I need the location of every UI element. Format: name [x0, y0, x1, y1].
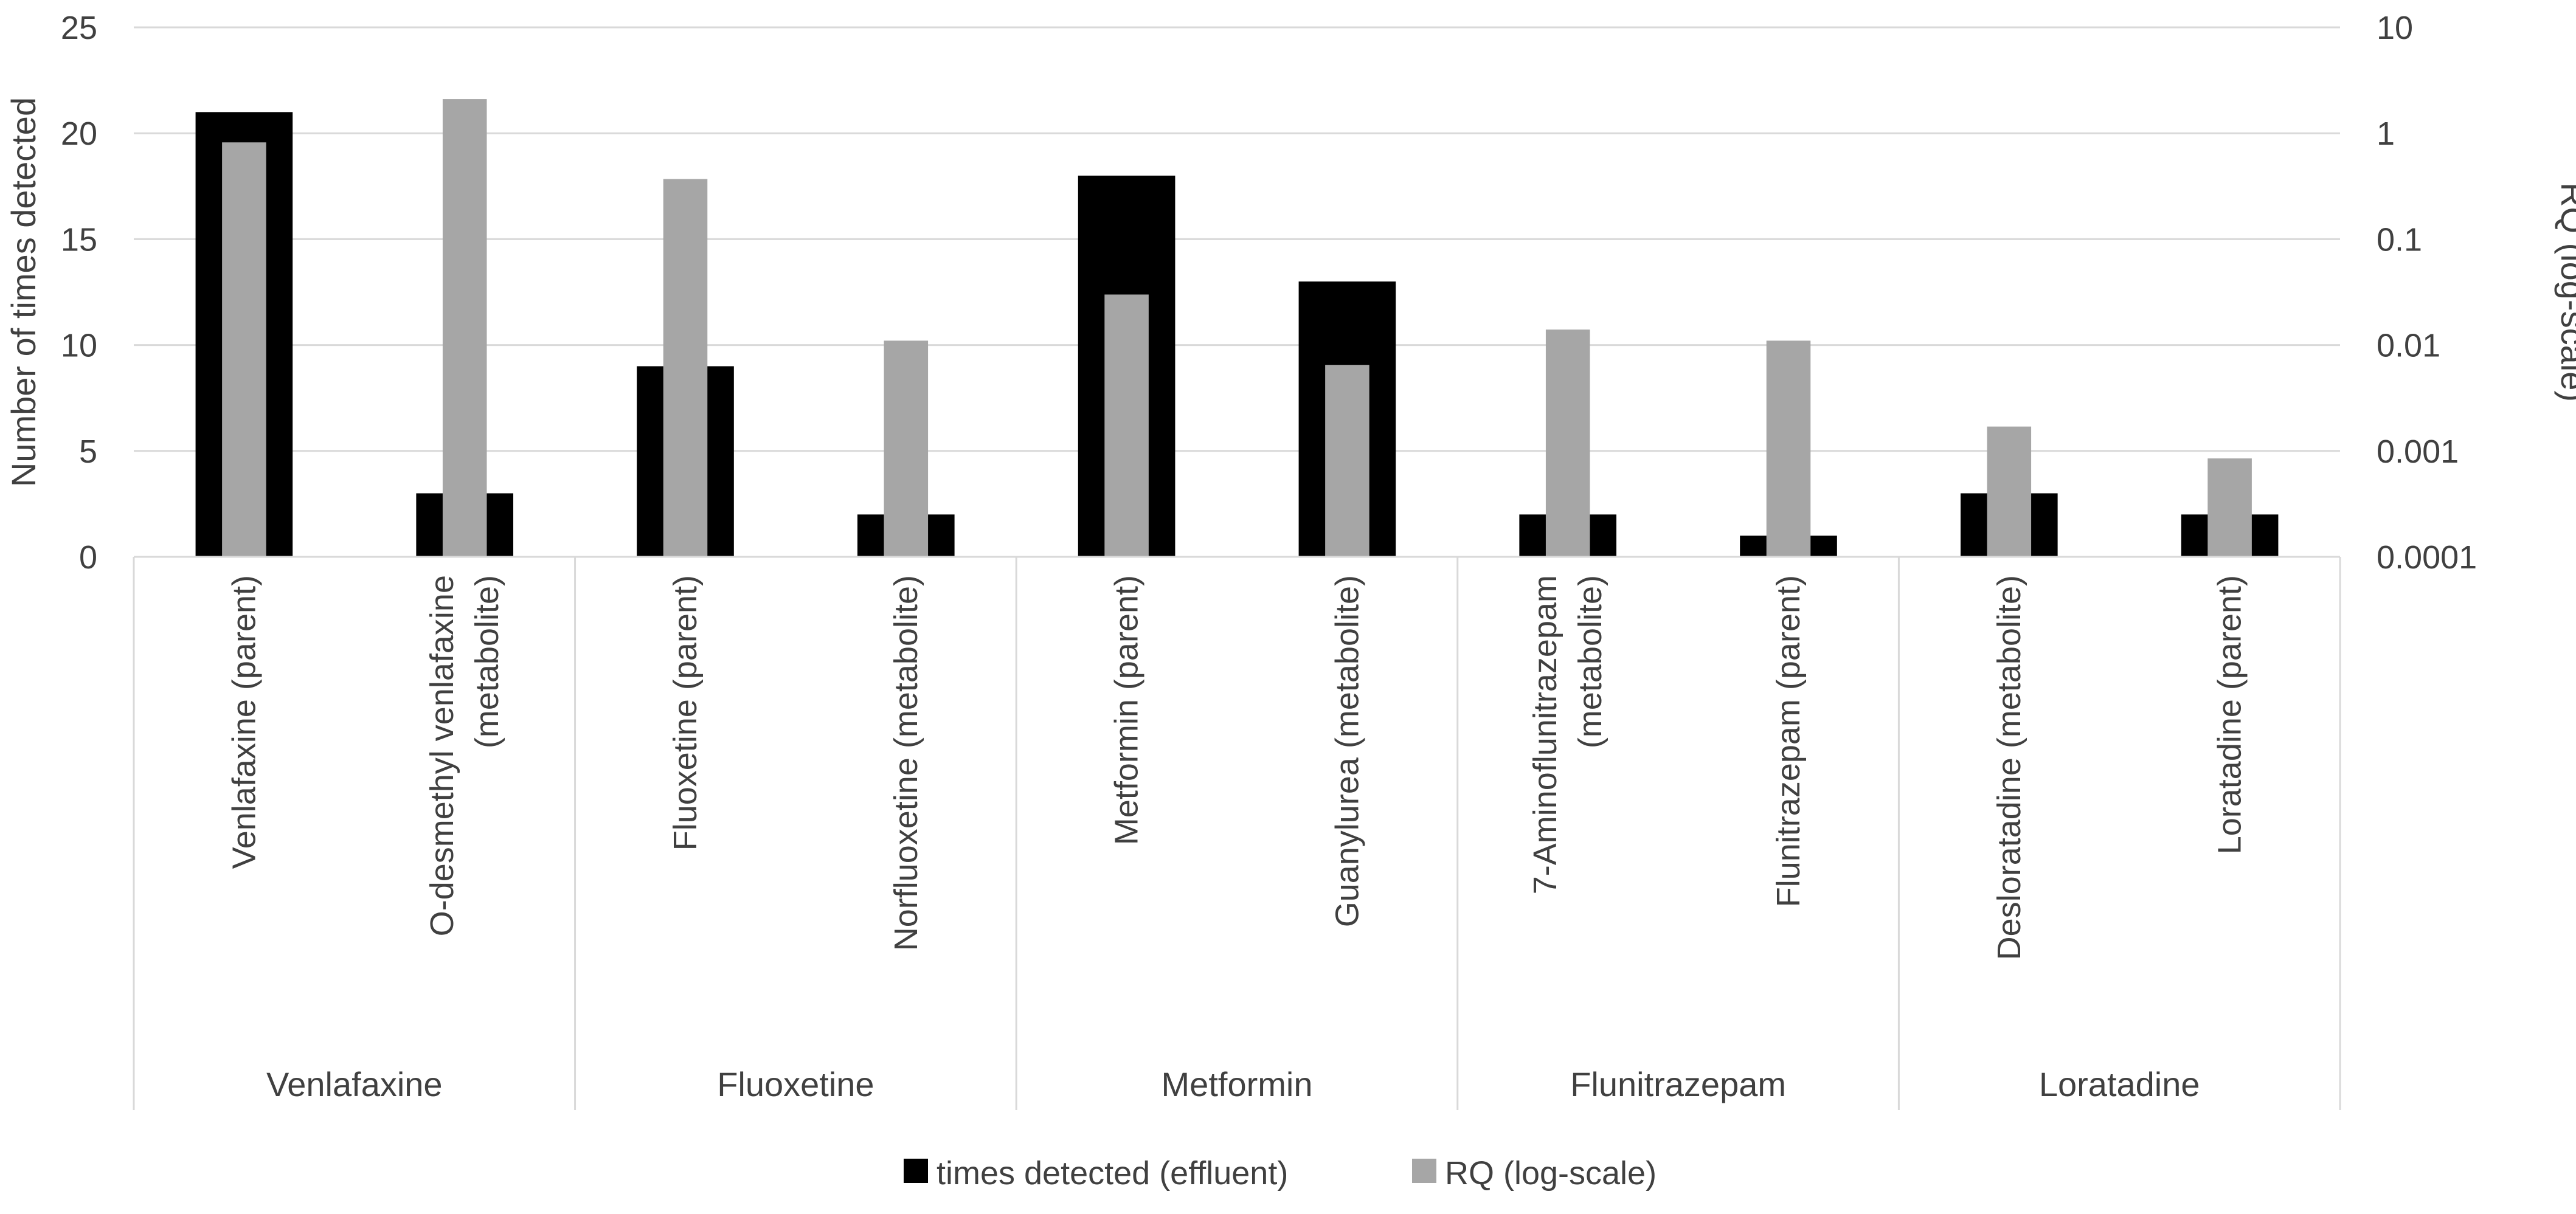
- left-axis-tick-label: 10: [61, 328, 97, 364]
- bar-rq: [1545, 329, 1590, 557]
- bar-rq: [1766, 340, 1811, 557]
- category-label: Fluoxetine (parent): [667, 575, 704, 850]
- category-label: Desloratadine (metabolite): [1991, 575, 2027, 960]
- category-label: Norfluoxetine (metabolite): [888, 575, 924, 951]
- legend-swatch: [904, 1159, 928, 1183]
- group-label: Flunitrazepam: [1570, 1065, 1786, 1103]
- category-label: (metabolite): [469, 575, 505, 748]
- left-axis-title: Number of times detected: [4, 97, 43, 487]
- legend: times detected (effluent) RQ (log-scale): [904, 1155, 1657, 1192]
- gridlines: [134, 26, 2340, 452]
- bar-rq: [1104, 294, 1149, 557]
- legend-label: RQ (log-scale): [1445, 1155, 1657, 1192]
- left-axis-tick-label: 0: [79, 539, 97, 576]
- left-axis-tick-label: 20: [61, 116, 97, 152]
- bar-rq: [2207, 458, 2252, 557]
- category-label: (metabolite): [1572, 575, 1608, 748]
- left-axis-tick-label: 15: [61, 221, 97, 258]
- legend-label: times detected (effluent): [937, 1155, 1288, 1192]
- bar-rq: [222, 142, 266, 557]
- right-axis-tick-label: 0.1: [2377, 221, 2422, 258]
- left-axis-tick-label: 5: [79, 433, 97, 470]
- group-label: Fluoxetine: [717, 1065, 874, 1103]
- right-axis-tick-label: 1: [2377, 116, 2395, 152]
- category-label: Guanylurea (metabolite): [1329, 575, 1365, 927]
- right-axis-tick-label: 0.01: [2377, 328, 2440, 364]
- bar-rq: [442, 99, 487, 557]
- bars: [195, 99, 2279, 557]
- right-axis-title: RQ (log-scale): [2554, 182, 2576, 402]
- legend-swatch: [1412, 1159, 1436, 1183]
- right-axis-tick-label: 0.001: [2377, 433, 2459, 470]
- category-label: Loratadine (parent): [2212, 575, 2248, 854]
- group-label: Loratadine: [2039, 1065, 2200, 1103]
- left-axis-tick-label: 25: [61, 10, 97, 46]
- axes: 0 5 10 15 20 25 0.0001 0.001 0.01 0.1 1 10 Number of…: [4, 10, 2576, 1110]
- right-axis-tick-label: 10: [2377, 10, 2413, 46]
- category-labels: Venlafaxine (parent) O-desmethyl venlafax…: [226, 575, 2248, 1103]
- category-label: O-desmethyl venlafaxine: [424, 575, 460, 936]
- category-label: Flunitrazepam (parent): [1770, 575, 1807, 907]
- bar-rq: [663, 179, 708, 557]
- bar-rq: [1987, 426, 2032, 557]
- category-label: 7-Aminoflunitrazepam: [1527, 575, 1563, 894]
- group-label: Metformin: [1162, 1065, 1313, 1103]
- right-axis-tick-label: 0.0001: [2377, 539, 2477, 576]
- bar-rq: [1325, 365, 1369, 557]
- category-label: Venlafaxine (parent): [226, 575, 262, 869]
- group-label: Venlafaxine: [266, 1065, 443, 1103]
- category-label: Metformin (parent): [1109, 575, 1145, 845]
- bar-rq: [884, 340, 929, 557]
